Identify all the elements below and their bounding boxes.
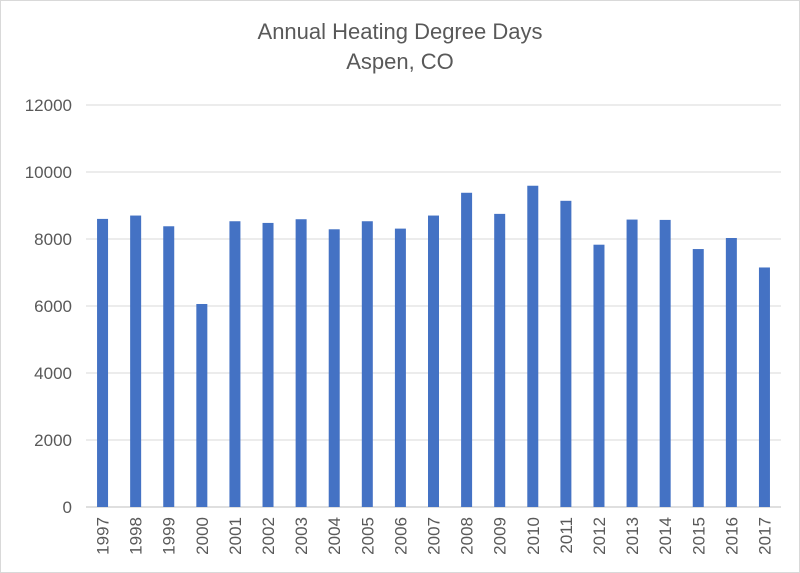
bar-2001 [229, 221, 241, 507]
x-tick-label: 2016 [722, 517, 741, 555]
y-tick-label: 6000 [34, 297, 72, 316]
chart-subtitle: Aspen, CO [346, 49, 454, 74]
x-tick-label: 2009 [491, 517, 510, 555]
x-tick-label: 2013 [623, 517, 642, 555]
bar-2013 [626, 219, 638, 507]
x-tick-label: 2005 [358, 517, 377, 555]
bar-2011 [560, 200, 572, 507]
bar-2008 [461, 192, 473, 507]
x-tick-label: 2010 [524, 517, 543, 555]
x-tick-label: 2014 [656, 517, 675, 555]
chart-title: Annual Heating Degree Days [257, 19, 543, 44]
bar-2003 [295, 219, 307, 508]
y-tick-label: 8000 [34, 230, 72, 249]
bar-2010 [527, 185, 539, 508]
x-tick-label: 2003 [292, 517, 311, 555]
y-tick-label: 10000 [25, 163, 72, 182]
bar-1999 [163, 226, 175, 507]
y-tick-label: 0 [63, 498, 72, 517]
bar-2014 [659, 219, 671, 507]
y-tick-label: 4000 [34, 364, 72, 383]
bar-2012 [593, 244, 605, 507]
x-tick-label: 2006 [391, 517, 410, 555]
bar-1998 [130, 215, 142, 508]
bar-2000 [196, 303, 208, 507]
x-tick-label: 2002 [259, 517, 278, 555]
y-tick-label: 12000 [25, 96, 72, 115]
bar-2006 [394, 228, 406, 508]
bar-1997 [97, 218, 109, 507]
bar-2017 [758, 267, 770, 507]
bar-2005 [361, 221, 373, 507]
bar-2007 [428, 215, 439, 508]
bar-2009 [494, 213, 506, 507]
bar-2015 [692, 249, 704, 508]
x-tick-label: 2017 [755, 517, 774, 555]
bar-2004 [328, 229, 340, 507]
x-tick-label: 1999 [160, 517, 179, 555]
x-tick-label: 2004 [325, 517, 344, 555]
x-tick-label: 2015 [689, 517, 708, 555]
bar-2016 [725, 237, 737, 507]
x-tick-label: 2007 [425, 517, 444, 555]
bar-2002 [262, 222, 274, 508]
x-tick-label: 2011 [557, 517, 576, 554]
x-tick-label: 2000 [193, 517, 212, 555]
chart-title-block: Annual Heating Degree Days Aspen, CO [1, 17, 799, 77]
x-tick-label: 1997 [94, 517, 113, 555]
y-tick-label: 2000 [34, 431, 72, 450]
x-tick-label: 2008 [458, 517, 477, 555]
x-tick-label: 2001 [226, 517, 245, 555]
x-tick-label: 2012 [590, 517, 609, 555]
x-tick-label: 1998 [127, 517, 146, 555]
